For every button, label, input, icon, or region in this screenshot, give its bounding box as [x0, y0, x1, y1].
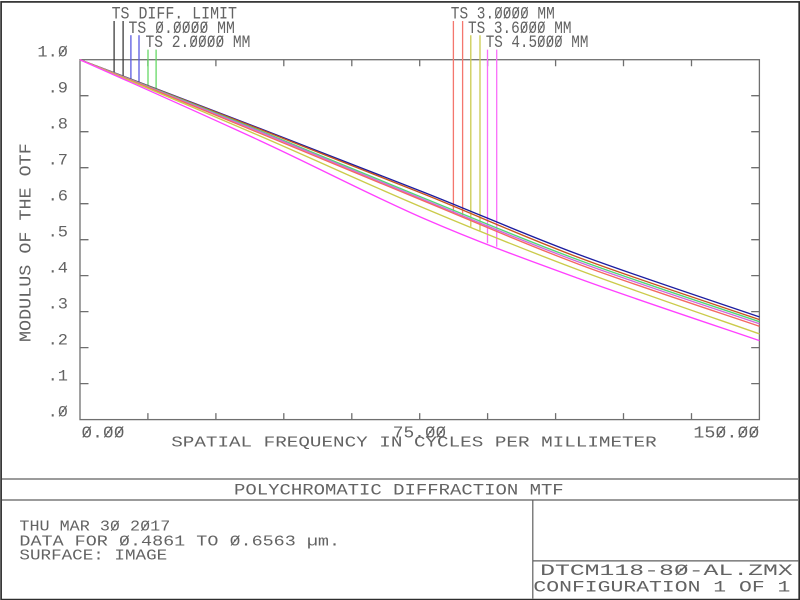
svg-text:.8: .8: [48, 115, 68, 133]
svg-text:TS 2.0000 MM: TS 2.0000 MM: [146, 33, 251, 52]
svg-text:.4: .4: [48, 259, 68, 277]
svg-text:.1: .1: [48, 367, 68, 385]
svg-text:75.00: 75.00: [393, 425, 446, 443]
svg-text:.6: .6: [48, 187, 68, 205]
svg-text:.5: .5: [48, 223, 68, 241]
svg-text:0.00: 0.00: [81, 425, 124, 443]
svg-text:DTCM118-80-AL.ZMX: DTCM118-80-AL.ZMX: [540, 563, 793, 580]
svg-text:THU MAR 30 2017: THU MAR 30 2017: [19, 518, 170, 535]
svg-text:MODULUS OF THE OTF: MODULUS OF THE OTF: [17, 143, 36, 342]
svg-text:TS DIFF. LIMIT: TS DIFF. LIMIT: [112, 4, 238, 23]
svg-text:POLYCHROMATIC DIFFRACTION MTF: POLYCHROMATIC DIFFRACTION MTF: [234, 483, 564, 500]
svg-text:150.00: 150.00: [693, 424, 759, 443]
svg-text:TS 3.0000 MM: TS 3.0000 MM: [451, 4, 555, 23]
svg-text:CONFIGURATION 1 OF 1: CONFIGURATION 1 OF 1: [533, 578, 790, 596]
svg-text:TS 4.5000 MM: TS 4.5000 MM: [486, 33, 589, 53]
svg-text:.3: .3: [48, 295, 68, 313]
svg-text:SURFACE: IMAGE: SURFACE: IMAGE: [19, 547, 167, 565]
svg-text:.2: .2: [48, 331, 68, 349]
svg-text:TS 3.6000 MM: TS 3.6000 MM: [468, 19, 571, 38]
svg-text:1.0: 1.0: [37, 43, 68, 61]
svg-text:TS 0.0000 MM: TS 0.0000 MM: [129, 19, 235, 38]
svg-text:.0: .0: [48, 403, 68, 421]
svg-text:.7: .7: [48, 151, 68, 169]
svg-text:SPATIAL FREQUENCY IN CYCLES PE: SPATIAL FREQUENCY IN CYCLES PER MILLIMET…: [171, 435, 656, 452]
svg-text:.9: .9: [48, 79, 68, 97]
svg-text:DATA FOR 0.4861 TO 0.6563 µm.: DATA FOR 0.4861 TO 0.6563 µm.: [19, 534, 340, 551]
